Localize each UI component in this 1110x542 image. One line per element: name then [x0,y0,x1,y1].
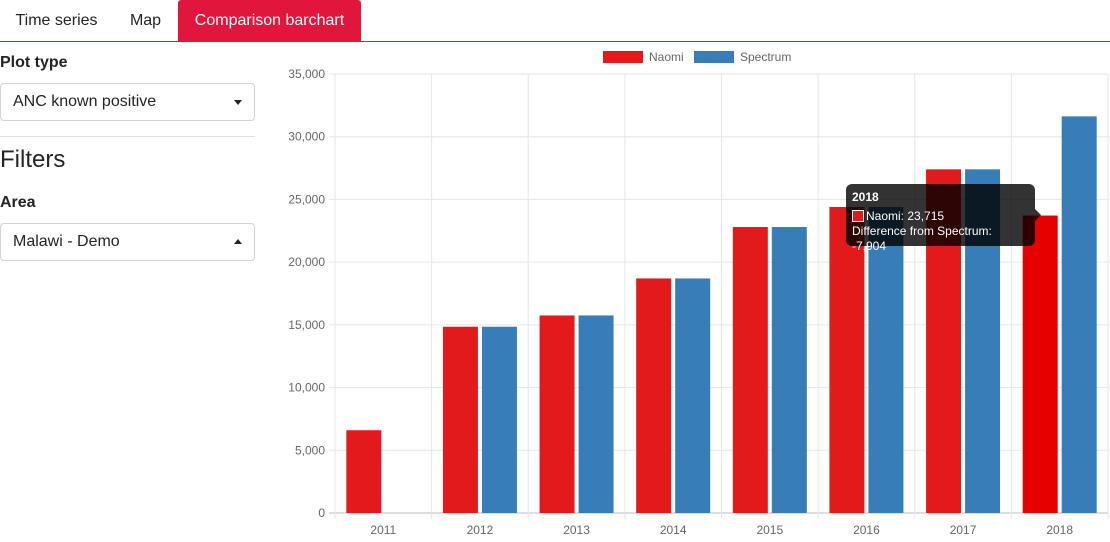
y-tick-label: 15,000 [288,318,325,332]
bar-naomi-2015 [732,227,768,513]
x-tick-label: 2012 [467,523,494,537]
tooltip-arrow [1035,209,1041,221]
area-label: Area [0,194,36,211]
x-tick-label: 2017 [950,523,977,537]
y-tick-label: 30,000 [288,130,325,144]
y-tick-label: 10,000 [288,381,325,395]
bar-naomi-2012 [442,326,478,513]
y-tick-label: 25,000 [288,192,325,206]
comparison-barchart: 0 5,000 10,000 15,000 20,000 25,000 30,000 35,0… [270,44,1110,542]
y-tick-label: 0 [318,506,325,520]
sidebar-divider [0,136,255,137]
chevron-down-icon [234,100,242,105]
tooltip-line-naomi: Naomi: 23,715 [852,209,1029,224]
x-tick-label: 2011 [370,523,396,537]
bar-naomi-2013 [539,315,575,513]
legend-swatch-naomi [603,51,643,63]
tooltip-title: 2018 [852,190,879,204]
bar-naomi-2014 [636,278,672,513]
tab-time-series[interactable]: Time series [15,12,98,29]
bar-spectrum-2012 [481,326,517,513]
area-value: Malawi - Demo [13,233,120,250]
bar-naomi-2011 [346,430,382,513]
tooltip-difference: Difference from Spectrum: -7,904 [852,224,992,253]
tab-comparison-barchart[interactable]: Comparison barchart [178,0,361,41]
legend-swatch-spectrum [694,51,734,63]
x-tick-label: 2018 [1046,523,1073,537]
bar-spectrum-2015 [771,227,807,513]
chart-canvas: 0 5,000 10,000 15,000 20,000 25,000 30,000 35,0… [288,50,1109,537]
chart-tooltip: 2018 Naomi: 23,715 Difference from Spect… [846,184,1041,253]
tab-bar: Time series Map Comparison barchart [0,0,1110,42]
chevron-up-icon [234,239,242,244]
plot-type-select[interactable]: ANC known positive [0,83,255,121]
bar-spectrum-2016 [868,206,904,513]
area-select[interactable]: Malawi - Demo [0,223,255,261]
tab-map[interactable]: Map [129,12,162,29]
filters-heading: Filters [0,146,66,173]
x-tick-label: 2013 [563,523,590,537]
y-tick-label: 5,000 [295,443,325,457]
y-tick-label: 35,000 [288,67,325,81]
tooltip-naomi-value: Naomi: 23,715 [866,209,945,223]
x-tick-label: 2015 [756,523,783,537]
x-tick-label: 2014 [660,523,687,537]
bar-naomi-2018 [1022,215,1058,513]
bar-spectrum-2018 [1061,116,1097,513]
tooltip-swatch [852,210,864,222]
y-tick-label: 20,000 [288,255,325,269]
x-tick-label: 2016 [853,523,880,537]
bar-spectrum-2014 [675,278,711,513]
plot-type-value: ANC known positive [13,93,157,110]
bar-naomi-2016 [829,206,865,513]
legend-label-spectrum: Spectrum [740,50,791,64]
plot-type-label: Plot type [0,54,68,71]
legend-label-naomi: Naomi [649,50,684,64]
bar-spectrum-2013 [578,315,614,513]
